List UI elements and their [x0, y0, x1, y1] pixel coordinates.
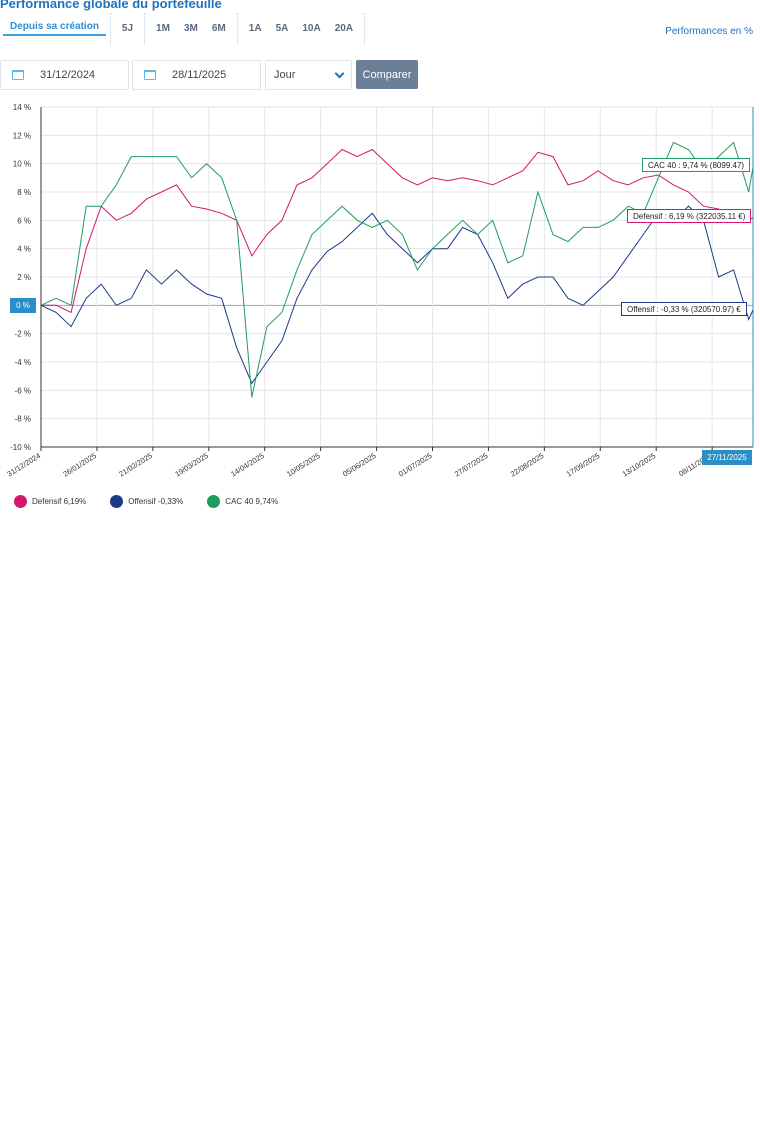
y-tick-label: 6 %	[17, 216, 31, 225]
legend-item-cac40[interactable]: CAC 40 9,74%	[207, 495, 278, 508]
legend-value: 6,19%	[63, 497, 87, 506]
divider	[236, 12, 238, 45]
tab-since-creation[interactable]: Depuis sa création	[3, 21, 106, 36]
legend-value: -0,33%	[157, 497, 184, 506]
page-title: Performance globale du portefeuille	[0, 0, 222, 11]
x-tick-label: 01/07/2025	[397, 451, 434, 479]
cac40-dot-icon	[207, 495, 221, 508]
tab-3m[interactable]: 3M	[183, 23, 198, 34]
tab-10a[interactable]: 10A	[302, 23, 321, 34]
compare-button[interactable]: Comparer	[356, 60, 418, 89]
end-date-marker: 27/11/2025	[702, 450, 752, 465]
defensif-dot-icon	[14, 495, 27, 508]
x-tick-label: 31/12/2024	[5, 451, 42, 479]
tab-1m[interactable]: 1M	[156, 23, 170, 34]
series-line-defensif	[41, 148, 754, 314]
zero-line-label: 0 %	[10, 298, 36, 313]
offensif-dot-icon	[110, 495, 124, 508]
y-tick-label: -4 %	[15, 358, 31, 367]
end-date-input[interactable]: 28/11/2025	[132, 60, 261, 90]
divider	[144, 12, 146, 45]
y-tick-label: -10 %	[10, 443, 31, 452]
start-date-value: 31/12/2024	[40, 69, 96, 81]
calendar-icon	[144, 70, 156, 80]
divider	[364, 12, 366, 45]
granularity-value: Jour	[274, 69, 296, 81]
divider	[109, 12, 111, 45]
x-tick-label: 05/06/2025	[341, 451, 378, 479]
x-tick-label: 17/09/2025	[565, 451, 602, 479]
legend: Defensif 6,19% Offensif -0,33% CAC 40 9,…	[14, 495, 302, 508]
cac40-tooltip: CAC 40 : 9,74 % (8099.47)	[642, 158, 751, 172]
y-tick-label: 2 %	[17, 273, 31, 282]
legend-name: Offensif	[128, 497, 156, 506]
y-tick-label: -8 %	[15, 415, 31, 424]
y-tick-label: 14 %	[13, 103, 31, 112]
x-tick-label: 14/04/2025	[229, 451, 266, 479]
y-tick-label: -6 %	[15, 386, 31, 395]
y-tick-label: -2 %	[15, 330, 31, 339]
y-tick-label: 12 %	[13, 131, 31, 140]
performance-unit-label[interactable]: Performances en %	[665, 26, 753, 37]
legend-name: Defensif	[32, 497, 62, 506]
x-tick-label: 10/05/2025	[285, 451, 322, 479]
x-tick-label: 13/10/2025	[621, 451, 658, 479]
tab-1a[interactable]: 1A	[248, 23, 262, 34]
legend-value: 9,74%	[255, 497, 279, 506]
tab-20a[interactable]: 20A	[334, 23, 354, 34]
series-line-cac40	[40, 141, 754, 398]
granularity-select[interactable]: Jour	[265, 60, 352, 90]
x-tick-label: 26/01/2025	[61, 451, 98, 479]
offensif-tooltip: Offensif : -0,33 % (320570.97) €	[621, 302, 747, 316]
tab-5j[interactable]: 5J	[121, 23, 134, 34]
defensif-tooltip: Defensif : 6,19 % (322035.11 €)	[627, 209, 752, 223]
series-line-offensif	[40, 205, 754, 385]
x-tick-label: 22/08/2025	[509, 451, 546, 479]
period-tabs: Depuis sa création 5J 1M 3M 6M 1A 5A 10A…	[0, 12, 369, 45]
performance-chart: 14 % 12 % 10 % 8 % 6 % 4 % 2 % -2 % -4 % -6 % -8 %…	[5, 103, 754, 479]
x-tick-label: 27/07/2025	[453, 451, 490, 479]
y-tick-label: 8 %	[17, 188, 31, 197]
y-tick-label: 4 %	[17, 245, 31, 254]
x-tick-label: 19/03/2025	[173, 451, 210, 479]
end-date-value: 28/11/2025	[172, 69, 227, 81]
x-tick-label: 21/02/2025	[117, 451, 154, 479]
legend-item-defensif[interactable]: Defensif 6,19%	[14, 495, 86, 508]
tab-6m[interactable]: 6M	[211, 23, 226, 34]
legend-name: CAC 40	[225, 497, 254, 506]
start-date-input[interactable]: 31/12/2024	[0, 60, 129, 90]
y-tick-label: 10 %	[13, 160, 31, 169]
calendar-icon	[12, 70, 24, 80]
legend-item-offensif[interactable]: Offensif -0,33%	[110, 495, 183, 508]
tab-5a[interactable]: 5A	[275, 23, 289, 34]
